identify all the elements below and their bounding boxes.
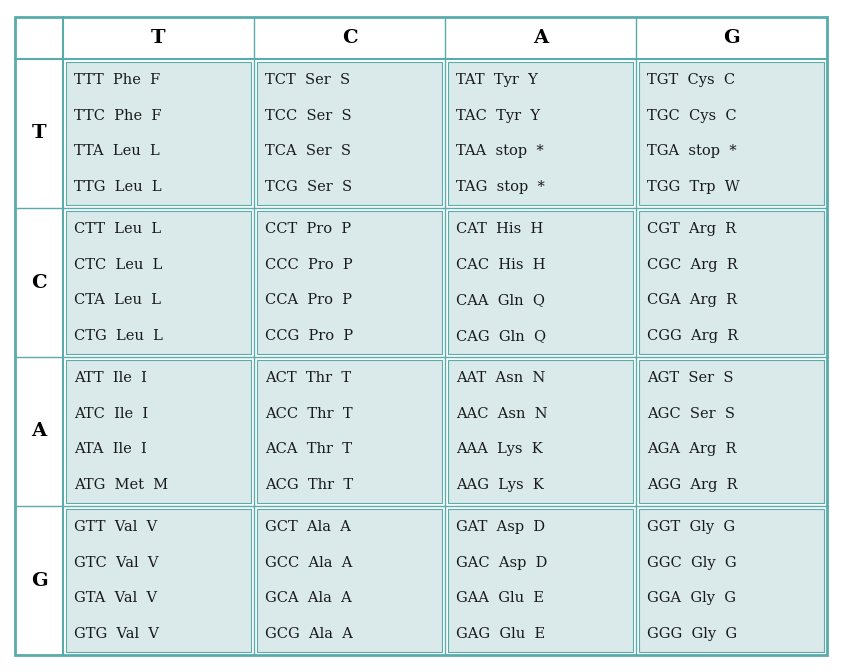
- Text: ACT  Thr  T: ACT Thr T: [264, 371, 351, 385]
- Text: CGA  Arg  R: CGA Arg R: [647, 294, 737, 307]
- Text: GCG  Ala  A: GCG Ala A: [264, 627, 353, 641]
- Bar: [257, 62, 442, 205]
- Bar: [66, 360, 251, 503]
- Text: CAC  His  H: CAC His H: [456, 257, 545, 271]
- Text: ATC  Ile  I: ATC Ile I: [73, 407, 147, 421]
- Text: TCA  Ser  S: TCA Ser S: [264, 144, 350, 159]
- Text: CCC  Pro  P: CCC Pro P: [264, 257, 352, 271]
- Text: TCG  Ser  S: TCG Ser S: [264, 180, 352, 194]
- Text: G: G: [30, 571, 47, 589]
- Text: GCT  Ala  A: GCT Ala A: [264, 520, 350, 534]
- Text: TAG  stop  *: TAG stop *: [456, 180, 545, 194]
- Text: GGG  Gly  G: GGG Gly G: [647, 627, 737, 641]
- Text: T: T: [152, 29, 166, 47]
- Text: CTA  Leu  L: CTA Leu L: [73, 294, 161, 307]
- Text: TAA  stop  *: TAA stop *: [456, 144, 543, 159]
- Text: ATG  Met  M: ATG Met M: [73, 478, 168, 492]
- Text: CGG  Arg  R: CGG Arg R: [647, 329, 738, 343]
- Text: GCA  Ala  A: GCA Ala A: [264, 591, 351, 605]
- Text: CGT  Arg  R: CGT Arg R: [647, 222, 736, 236]
- Text: CTC  Leu  L: CTC Leu L: [73, 257, 162, 271]
- Text: C: C: [342, 29, 357, 47]
- Text: TGT  Cys  C: TGT Cys C: [647, 73, 735, 87]
- Text: ATA  Ile  I: ATA Ile I: [73, 442, 147, 456]
- Text: AGT  Ser  S: AGT Ser S: [647, 371, 733, 385]
- Text: TTG  Leu  L: TTG Leu L: [73, 180, 162, 194]
- Text: TTC  Phe  F: TTC Phe F: [73, 109, 161, 122]
- Text: CAA  Gln  Q: CAA Gln Q: [456, 294, 545, 307]
- Bar: [448, 360, 633, 503]
- Text: GGC  Gly  G: GGC Gly G: [647, 556, 736, 570]
- Text: AAT  Asn  N: AAT Asn N: [456, 371, 545, 385]
- Text: TTT  Phe  F: TTT Phe F: [73, 73, 160, 87]
- Text: CCA  Pro  P: CCA Pro P: [264, 294, 352, 307]
- Text: ACA  Thr  T: ACA Thr T: [264, 442, 352, 456]
- Text: CCG  Pro  P: CCG Pro P: [264, 329, 353, 343]
- Text: CCT  Pro  P: CCT Pro P: [264, 222, 351, 236]
- Bar: [66, 509, 251, 652]
- Text: AGA  Arg  R: AGA Arg R: [647, 442, 736, 456]
- Text: TGC  Cys  C: TGC Cys C: [647, 109, 736, 122]
- Bar: [448, 211, 633, 354]
- Text: ATT  Ile  I: ATT Ile I: [73, 371, 147, 385]
- Text: CAT  His  H: CAT His H: [456, 222, 543, 236]
- Bar: [257, 211, 442, 354]
- Text: CAG  Gln  Q: CAG Gln Q: [456, 329, 546, 343]
- Text: G: G: [723, 29, 740, 47]
- Text: GGT  Gly  G: GGT Gly G: [647, 520, 735, 534]
- Text: GAG  Glu  E: GAG Glu E: [456, 627, 545, 641]
- Bar: [66, 211, 251, 354]
- Text: CTT  Leu  L: CTT Leu L: [73, 222, 161, 236]
- Text: T: T: [32, 124, 46, 142]
- Text: GGA  Gly  G: GGA Gly G: [647, 591, 736, 605]
- Bar: [639, 211, 824, 354]
- Bar: [448, 62, 633, 205]
- Text: AGC  Ser  S: AGC Ser S: [647, 407, 734, 421]
- Text: GTA  Val  V: GTA Val V: [73, 591, 157, 605]
- Bar: [448, 509, 633, 652]
- Text: GTG  Val  V: GTG Val V: [73, 627, 158, 641]
- Text: TCT  Ser  S: TCT Ser S: [264, 73, 349, 87]
- Text: GAC  Asp  D: GAC Asp D: [456, 556, 547, 570]
- Text: CTG  Leu  L: CTG Leu L: [73, 329, 163, 343]
- Text: AGG  Arg  R: AGG Arg R: [647, 478, 737, 492]
- Text: TGG  Trp  W: TGG Trp W: [647, 180, 739, 194]
- Bar: [257, 509, 442, 652]
- Text: GCC  Ala  A: GCC Ala A: [264, 556, 352, 570]
- Text: C: C: [31, 274, 47, 292]
- Text: ACG  Thr  T: ACG Thr T: [264, 478, 353, 492]
- Bar: [639, 509, 824, 652]
- Bar: [639, 360, 824, 503]
- Text: TAT  Tyr  Y: TAT Tyr Y: [456, 73, 537, 87]
- Text: TTA  Leu  L: TTA Leu L: [73, 144, 159, 159]
- Text: TAC  Tyr  Y: TAC Tyr Y: [456, 109, 540, 122]
- Text: GTT  Val  V: GTT Val V: [73, 520, 157, 534]
- Text: ACC  Thr  T: ACC Thr T: [264, 407, 352, 421]
- Text: GAA  Glu  E: GAA Glu E: [456, 591, 544, 605]
- Text: GAT  Asp  D: GAT Asp D: [456, 520, 545, 534]
- Text: AAG  Lys  K: AAG Lys K: [456, 478, 544, 492]
- Text: TGA  stop  *: TGA stop *: [647, 144, 736, 159]
- Bar: [257, 360, 442, 503]
- Text: AAC  Asn  N: AAC Asn N: [456, 407, 547, 421]
- Text: GTC  Val  V: GTC Val V: [73, 556, 158, 570]
- Bar: [639, 62, 824, 205]
- Text: AAA  Lys  K: AAA Lys K: [456, 442, 542, 456]
- Bar: [66, 62, 251, 205]
- Text: CGC  Arg  R: CGC Arg R: [647, 257, 738, 271]
- Text: TCC  Ser  S: TCC Ser S: [264, 109, 351, 122]
- Text: A: A: [31, 423, 46, 441]
- Text: A: A: [533, 29, 548, 47]
